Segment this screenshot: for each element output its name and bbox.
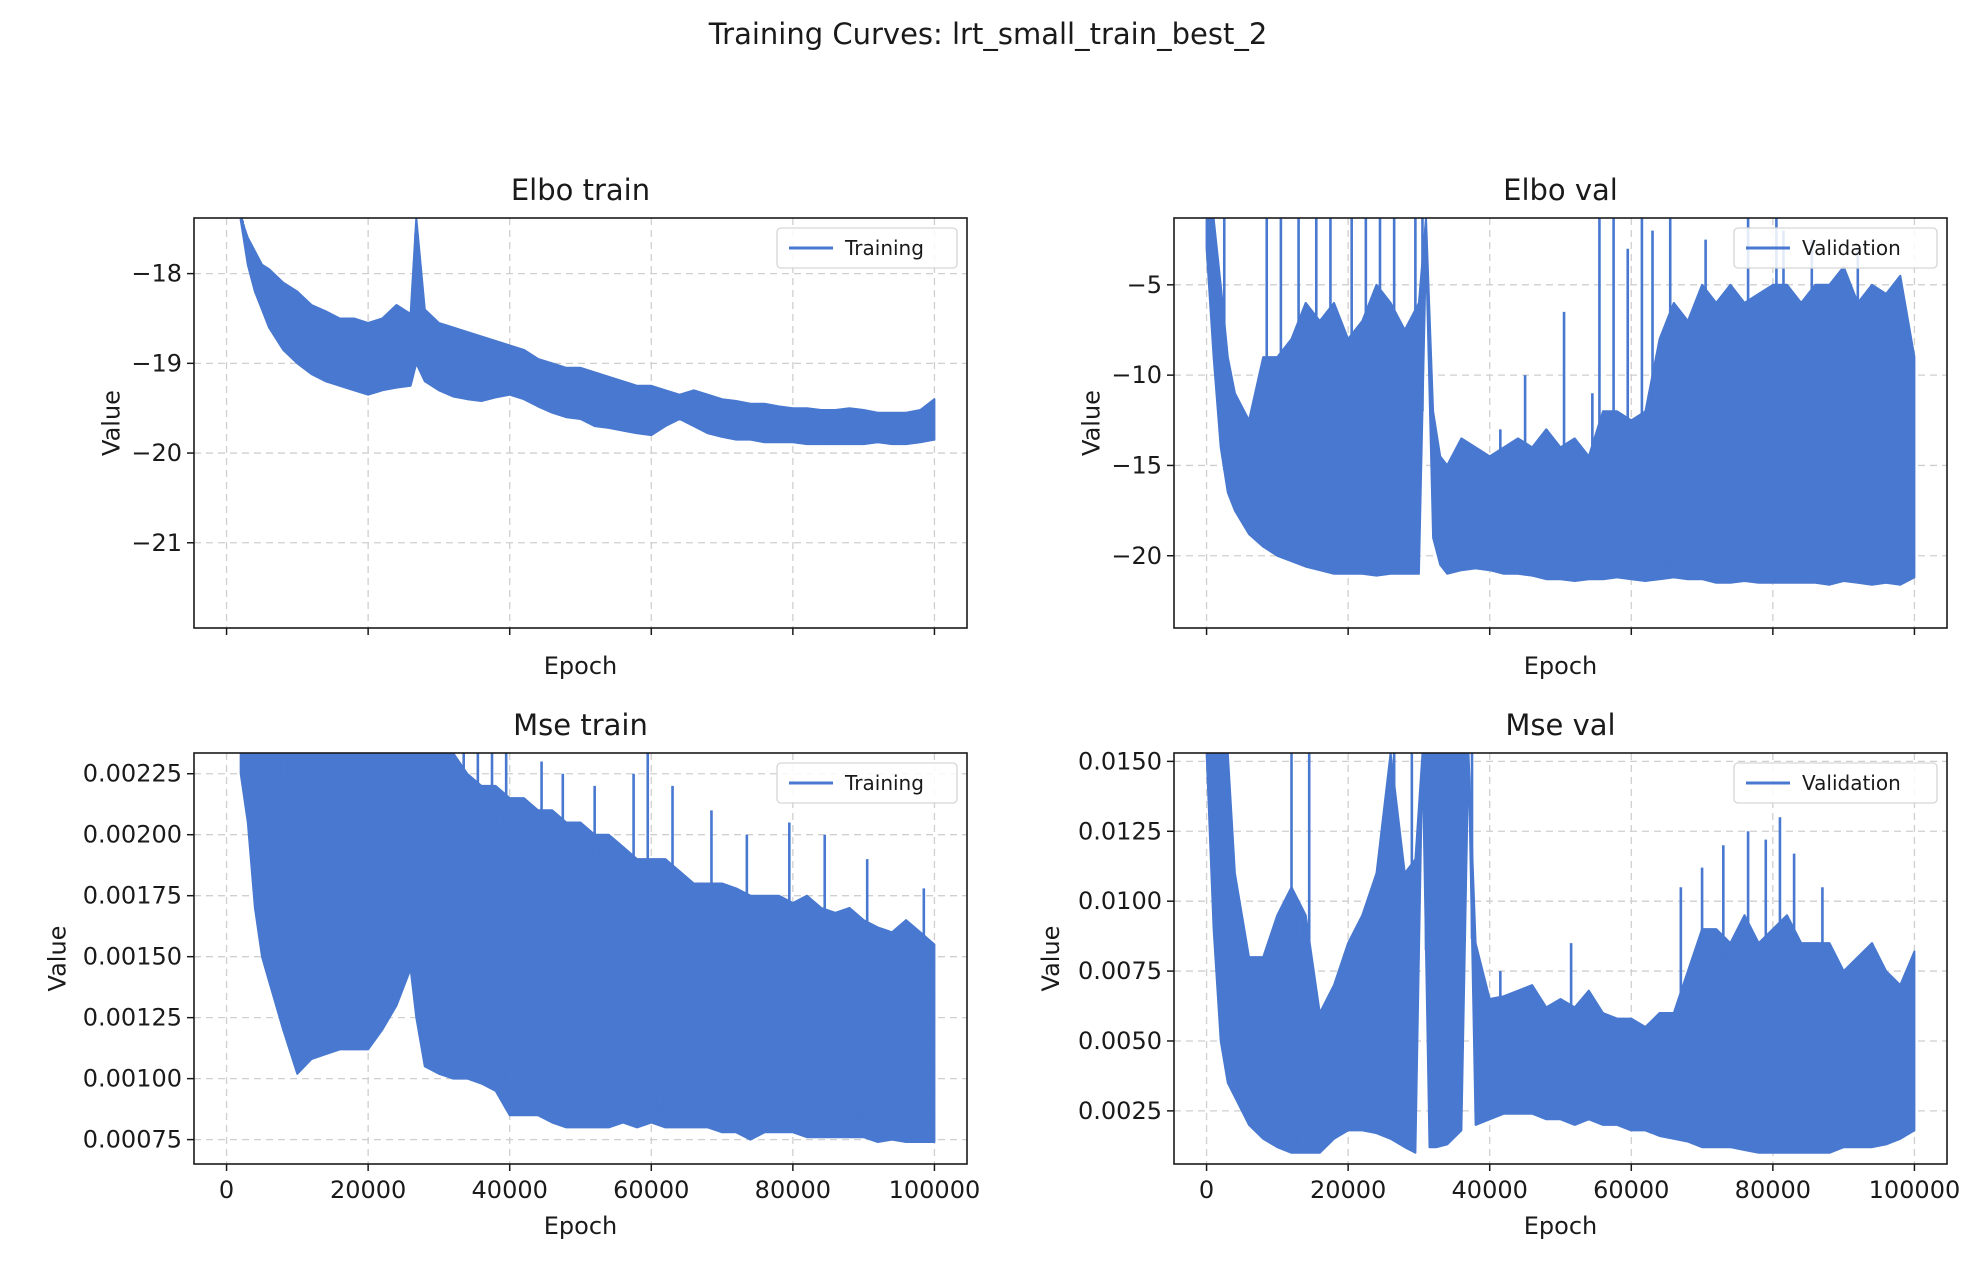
legend-label: Validation xyxy=(1802,771,1901,795)
y-tick-label: 0.0050 xyxy=(1078,1027,1162,1055)
y-tick-label: 0.00075 xyxy=(83,1126,182,1154)
legend: Training xyxy=(776,227,958,269)
y-axis-label: Value xyxy=(1078,390,1106,456)
series-line-validation xyxy=(1205,220,1915,583)
axes-frame xyxy=(1173,217,1948,629)
x-tick-label: 80000 xyxy=(755,1176,831,1204)
x-tick-label: 100000 xyxy=(1869,1176,1961,1204)
x-tick-label: 20000 xyxy=(330,1176,406,1204)
y-tick-label: −18 xyxy=(131,260,182,288)
subplot-mse-val: 0 20000 40000 60000 80000 100000 0.0025 0.0050 0… xyxy=(1037,708,1960,1240)
legend: Validation xyxy=(1733,227,1938,269)
x-tick-label: 0 xyxy=(1199,1176,1214,1204)
y-tick-label: 0.00125 xyxy=(83,1004,182,1032)
y-tick-label: 0.0025 xyxy=(1078,1097,1162,1125)
legend-label: Training xyxy=(844,236,924,260)
y-tick-label: −21 xyxy=(131,529,182,557)
subplot-elbo-val: −5 −10 −15 −20 Elbo val Epoch Value Validation xyxy=(1078,173,1948,680)
y-tick-label: −5 xyxy=(1127,271,1162,299)
y-axis-label: Value xyxy=(1037,926,1065,992)
x-tick-label: 60000 xyxy=(613,1176,689,1204)
legend-label: Training xyxy=(844,771,924,795)
subplot-grid: −18 −19 −20 −21 Elbo train Epoch Value Training… xyxy=(44,173,1961,1240)
y-tick-label: −15 xyxy=(1111,451,1162,479)
y-tick-label: 0.00150 xyxy=(83,943,182,971)
x-axis-label: Epoch xyxy=(1524,652,1598,680)
y-tick-label: 0.00175 xyxy=(83,882,182,910)
y-axis-label: Value xyxy=(44,926,72,992)
plot-area xyxy=(239,753,936,1143)
y-tick-label: −10 xyxy=(1111,361,1162,389)
subplot-title: Mse train xyxy=(513,708,648,742)
y-tick-label: 0.0150 xyxy=(1078,747,1162,775)
x-tick-label: 20000 xyxy=(1310,1176,1386,1204)
y-tick-label: 0.0100 xyxy=(1078,887,1162,915)
x-axis-label: Epoch xyxy=(544,652,618,680)
x-tick-label: 80000 xyxy=(1735,1176,1811,1204)
legend-box xyxy=(776,227,958,269)
y-tick-label: 0.0075 xyxy=(1078,957,1162,985)
plot-area xyxy=(1205,753,1916,1154)
y-axis-label: Value xyxy=(98,390,126,456)
legend-label: Validation xyxy=(1802,236,1901,260)
subplot-elbo-train: −18 −19 −20 −21 Elbo train Epoch Value Training xyxy=(98,173,968,680)
x-tick-label: 40000 xyxy=(472,1176,548,1204)
axes-frame xyxy=(193,752,968,1165)
y-tick-label: 0.00200 xyxy=(83,821,182,849)
subplot-title: Mse val xyxy=(1505,708,1615,742)
y-tick-label: 0.00225 xyxy=(83,760,182,788)
y-tick-label: 0.0125 xyxy=(1078,817,1162,845)
y-tick-label: −20 xyxy=(1111,542,1162,570)
axes-frame xyxy=(1173,752,1948,1165)
figure-title: Training Curves: lrt_small_train_best_2 xyxy=(708,17,1268,51)
y-tick-label: −19 xyxy=(131,349,182,377)
x-tick-label: 100000 xyxy=(889,1176,981,1204)
subplot-mse-train: 0 20000 40000 60000 80000 100000 0.00075 0.0010… xyxy=(44,708,981,1240)
x-tick-label: 40000 xyxy=(1452,1176,1528,1204)
x-axis-label: Epoch xyxy=(1524,1212,1598,1240)
subplot-title: Elbo train xyxy=(511,173,650,207)
axes-frame xyxy=(193,217,968,629)
legend: Training xyxy=(776,762,958,804)
x-tick-label: 0 xyxy=(219,1176,234,1204)
series-line-validation xyxy=(1206,753,1915,1153)
series-line-training xyxy=(239,753,935,1142)
legend: Validation xyxy=(1733,762,1938,804)
y-tick-label: 0.00100 xyxy=(83,1065,182,1093)
legend-box xyxy=(1733,762,1938,804)
subplot-title: Elbo val xyxy=(1503,173,1618,207)
x-tick-label: 60000 xyxy=(1593,1176,1669,1204)
y-tick-label: −20 xyxy=(131,439,182,467)
plot-area xyxy=(1205,218,1916,586)
legend-box xyxy=(1733,227,1938,269)
legend-box xyxy=(776,762,958,804)
x-axis-label: Epoch xyxy=(544,1212,618,1240)
